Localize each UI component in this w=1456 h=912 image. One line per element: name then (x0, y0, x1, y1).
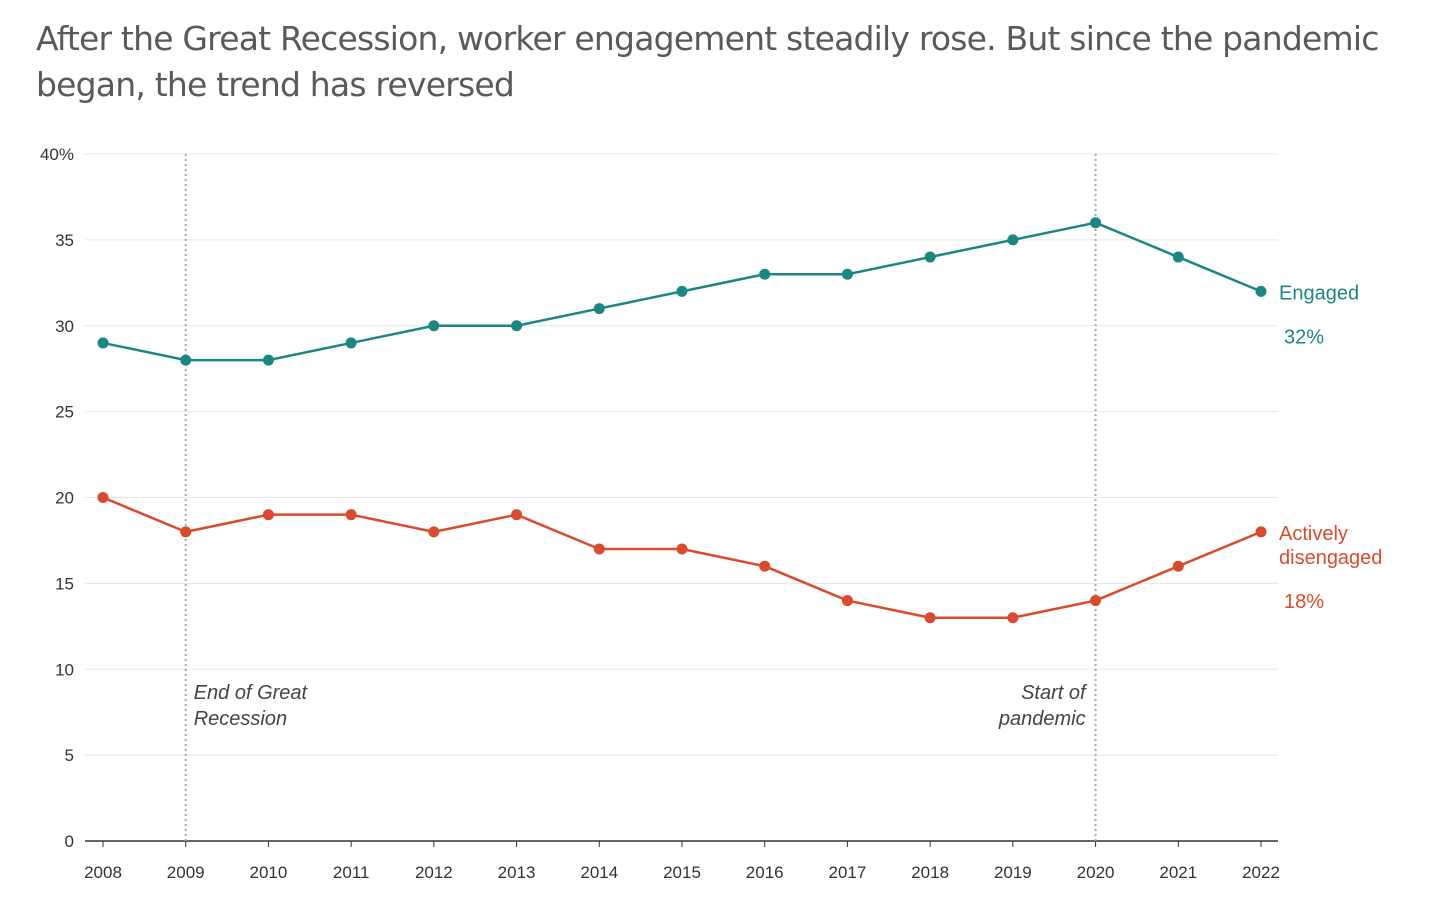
annotation-text: End of Great (194, 682, 309, 704)
data-point (1172, 560, 1184, 572)
x-tick-label: 2010 (250, 863, 288, 882)
data-point (759, 560, 771, 572)
data-point (676, 285, 688, 297)
data-point (1255, 285, 1267, 297)
data-point (97, 492, 109, 503)
data-point (180, 354, 192, 366)
chart-title: After the Great Recession, worker engage… (36, 19, 1379, 104)
series-end-value: 32% (1284, 326, 1324, 348)
data-point (593, 303, 605, 315)
data-point (593, 543, 605, 555)
series-label: disengaged (1279, 547, 1382, 569)
data-point (759, 268, 771, 280)
data-point (345, 509, 357, 521)
data-point (924, 612, 936, 624)
x-tick-label: 2022 (1242, 863, 1280, 882)
data-point (511, 509, 523, 521)
x-tick-label: 2014 (580, 863, 618, 882)
y-tick-label: 0 (65, 832, 74, 851)
data-point (841, 268, 853, 280)
data-point (1090, 217, 1102, 229)
data-point (1007, 612, 1019, 624)
series-line-1 (102, 496, 1262, 619)
data-point (676, 543, 688, 555)
data-point (1090, 595, 1102, 607)
data-point (1255, 526, 1267, 538)
x-tick-label: 2019 (994, 863, 1032, 882)
data-point (97, 337, 109, 349)
data-point (841, 595, 853, 607)
x-tick-label: 2021 (1159, 863, 1197, 882)
y-tick-label: 35 (55, 231, 74, 250)
x-tick-label: 2013 (498, 863, 536, 882)
series-label: Engaged (1279, 282, 1359, 304)
y-tick-label: 5 (65, 746, 74, 765)
data-point (262, 509, 274, 521)
data-point (345, 337, 357, 349)
data-point (262, 354, 274, 366)
y-tick-label: 25 (55, 403, 74, 422)
data-point (180, 526, 192, 538)
x-tick-label: 2020 (1077, 863, 1115, 882)
annotation-text: Start of (1021, 682, 1088, 704)
x-tick-label: 2018 (911, 863, 949, 882)
data-point (428, 320, 440, 332)
data-point (924, 251, 936, 263)
data-point (1007, 234, 1019, 246)
x-tick-label: 2016 (746, 863, 784, 882)
x-tick-label: 2011 (333, 863, 370, 882)
series-end-value: 18% (1284, 591, 1324, 613)
x-tick-label: 2015 (663, 863, 701, 882)
y-tick-label: 15 (55, 574, 74, 593)
y-tick-label: 10 (55, 660, 74, 679)
y-tick-label: 40% (40, 145, 74, 164)
x-tick-label: 2009 (167, 863, 205, 882)
y-tick-label: 20 (55, 489, 74, 508)
annotation-text: pandemic (998, 708, 1086, 730)
data-point (1172, 251, 1184, 263)
series-label: Actively (1279, 523, 1348, 545)
x-tick-label: 2017 (829, 863, 867, 882)
data-point (428, 526, 440, 538)
annotation-text: Recession (194, 708, 287, 730)
y-tick-label: 30 (55, 317, 74, 336)
x-tick-label: 2012 (415, 863, 453, 882)
data-point (511, 320, 523, 332)
x-tick-label: 2008 (84, 863, 122, 882)
